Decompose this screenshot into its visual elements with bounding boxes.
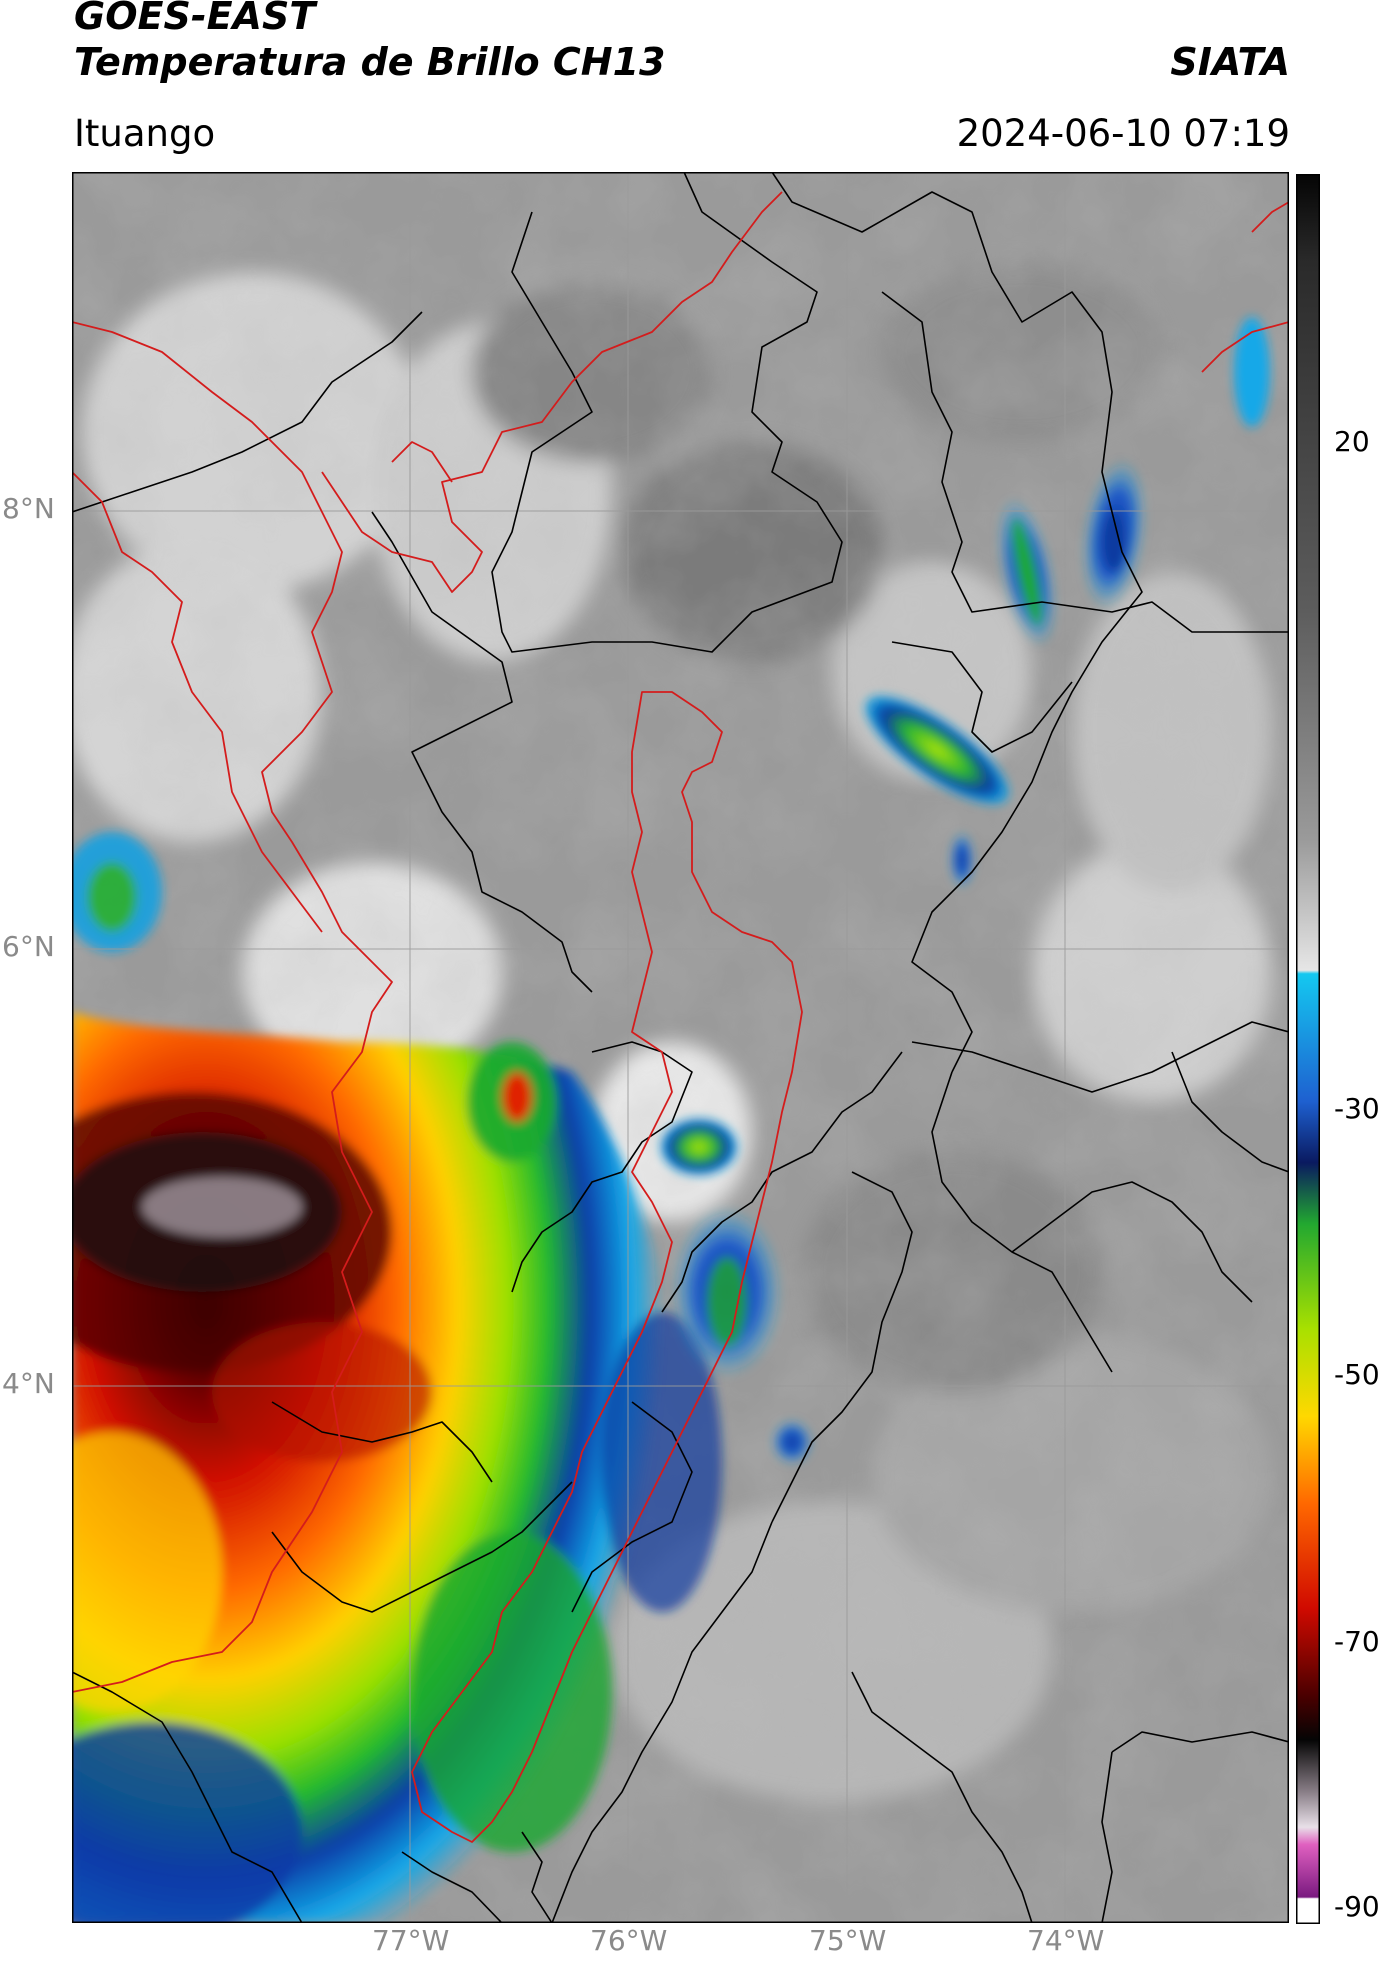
colorbar-tick-20: 20 [1334,425,1370,458]
temperature-colorbar [1296,174,1320,1924]
colorbar-tick-minus30: -30 [1334,1092,1380,1125]
colorbar-tick-minus50: -50 [1334,1358,1380,1391]
lon-label-76w: 76°W [590,1924,668,1957]
satellite-title: GOES-EAST [74,0,316,38]
datetime-label: 2024-06-10 07:19 [956,112,1290,155]
lon-label-75w: 75°W [809,1924,887,1957]
lon-label-74w: 74°W [1027,1924,1105,1957]
org-label: SIATA [1170,40,1290,84]
lat-label-4n: 4°N [2,1367,55,1400]
colorbar-tick-minus90: -90 [1334,1890,1380,1923]
lat-label-6n: 6°N [2,930,55,963]
location-label: Ituango [74,112,216,155]
brightness-temperature-map [72,172,1289,1923]
colorbar-tick-minus70: -70 [1334,1625,1380,1658]
product-title: Temperatura de Brillo CH13 [74,40,666,84]
lon-label-77w: 77°W [372,1924,450,1957]
lat-label-8n: 8°N [2,492,55,525]
